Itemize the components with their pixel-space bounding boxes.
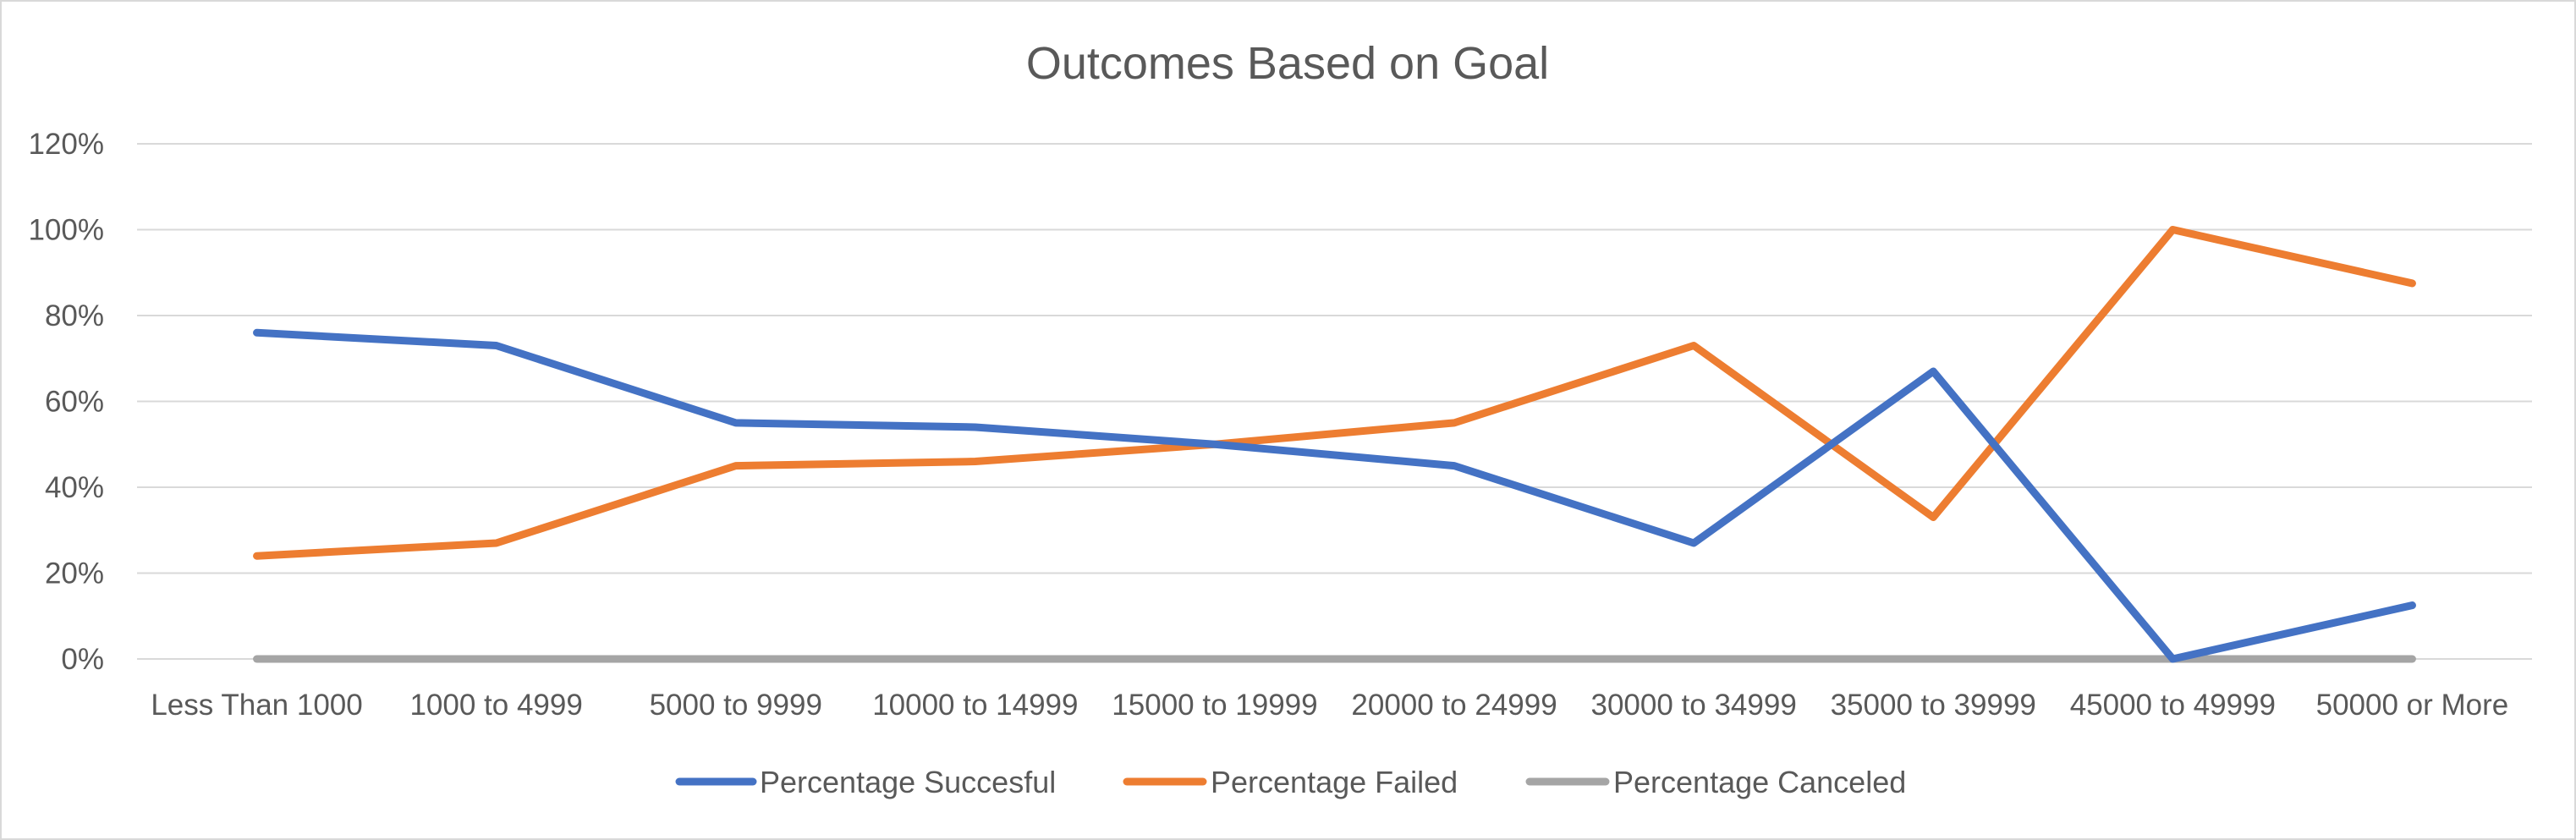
y-tick-label: 120% <box>28 128 104 161</box>
y-tick-label: 100% <box>28 214 104 247</box>
y-tick-label: 40% <box>45 471 104 504</box>
x-tick-label: 35000 to 39999 <box>1831 689 2036 722</box>
legend-label: Percentage Succesful <box>760 765 1056 799</box>
legend-label: Percentage Failed <box>1211 765 1458 799</box>
series-line-2 <box>253 226 2416 560</box>
series-lines <box>253 226 2416 663</box>
y-tick-label: 0% <box>61 643 104 676</box>
x-tick-label: 15000 to 19999 <box>1112 689 1317 722</box>
x-tick-label: 5000 to 9999 <box>650 689 822 722</box>
x-tick-label: 30000 to 34999 <box>1591 689 1797 722</box>
y-axis-tick-labels: 0% 20% 40% 60% 80% 100% 120% <box>28 128 104 676</box>
x-tick-label: 50000 or More <box>2316 689 2509 722</box>
legend: Percentage Succesful Percentage Failed Per… <box>675 765 1906 799</box>
y-tick-label: 60% <box>45 386 104 419</box>
x-tick-label: 10000 to 14999 <box>872 689 1078 722</box>
gridlines <box>137 143 2532 660</box>
y-tick-label: 20% <box>45 557 104 590</box>
legend-label: Percentage Canceled <box>1613 765 1906 799</box>
x-tick-label: 20000 to 24999 <box>1351 689 1557 722</box>
chart-title: Outcomes Based on Goal <box>1026 38 1549 89</box>
x-tick-label: 45000 to 49999 <box>2070 689 2276 722</box>
x-tick-label: 1000 to 4999 <box>409 689 582 722</box>
y-tick-label: 80% <box>45 299 104 332</box>
x-axis-tick-labels: Less Than 1000 1000 to 4999 5000 to 9999 10… <box>151 689 2508 722</box>
series-line-1 <box>253 328 2416 663</box>
x-tick-label: Less Than 1000 <box>151 689 362 722</box>
